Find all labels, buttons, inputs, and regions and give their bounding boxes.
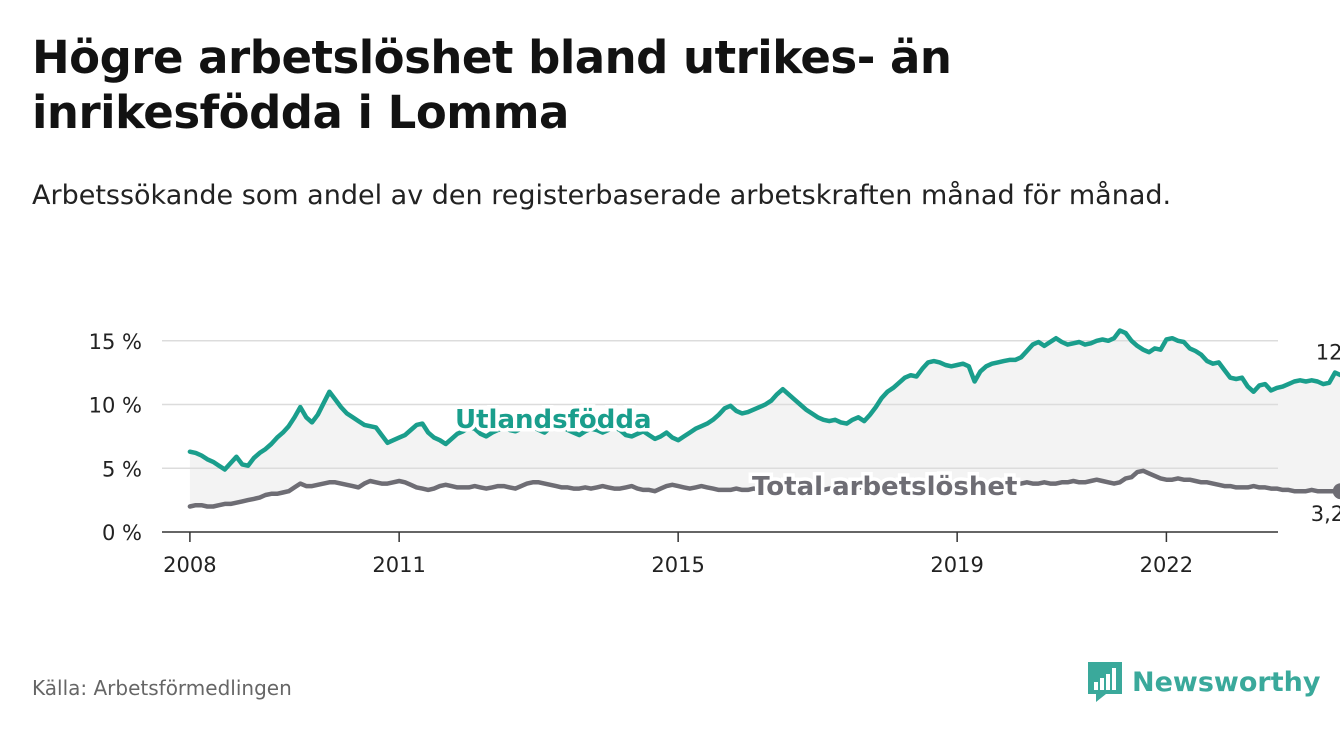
y-tick-label: 5 % bbox=[102, 457, 142, 481]
area-layer bbox=[189, 330, 1340, 507]
end-label-utlandsfodda: 12,2 % bbox=[1316, 340, 1340, 364]
x-tick-label: 2022 bbox=[1140, 553, 1193, 577]
series-label-total: Total arbetslöshet bbox=[752, 472, 1017, 502]
total-line bbox=[187, 468, 1340, 509]
source-note: Källa: Arbetsförmedlingen bbox=[32, 676, 292, 700]
grid-layer: 0 % 5 % 10 % 15 % 2008 2011 2015 2019 2022 bbox=[89, 330, 1278, 577]
label-layer: Utlandsfödda Total arbetslöshet 12,2 % 3,2 … bbox=[452, 338, 1340, 529]
series-label-utlandsfodda: Utlandsfödda bbox=[455, 405, 652, 435]
x-tick-label: 2019 bbox=[930, 553, 983, 577]
area-band bbox=[189, 330, 1340, 507]
brand-name: Newsworthy bbox=[1132, 666, 1321, 698]
brand-logo[interactable]: Newsworthy bbox=[1086, 658, 1320, 706]
chart-title: Högre arbetslöshet bland utrikes- än inr… bbox=[32, 31, 952, 139]
chart-subtitle: Arbetssökande som andel av den registerb… bbox=[32, 180, 1172, 211]
x-tick-label: 2011 bbox=[372, 553, 425, 577]
y-tick-label: 0 % bbox=[102, 521, 142, 545]
x-tick-label: 2008 bbox=[163, 553, 216, 577]
newsworthy-logo-icon bbox=[1088, 662, 1122, 702]
total-end-point bbox=[1332, 483, 1340, 500]
x-tick-label: 2015 bbox=[651, 553, 704, 577]
y-tick-label: 15 % bbox=[89, 330, 142, 354]
utlandsfodda-line bbox=[187, 328, 1340, 472]
y-tick-label: 10 % bbox=[89, 394, 142, 418]
end-label-total: 3,2 % bbox=[1311, 502, 1340, 526]
series-layer bbox=[187, 328, 1340, 509]
